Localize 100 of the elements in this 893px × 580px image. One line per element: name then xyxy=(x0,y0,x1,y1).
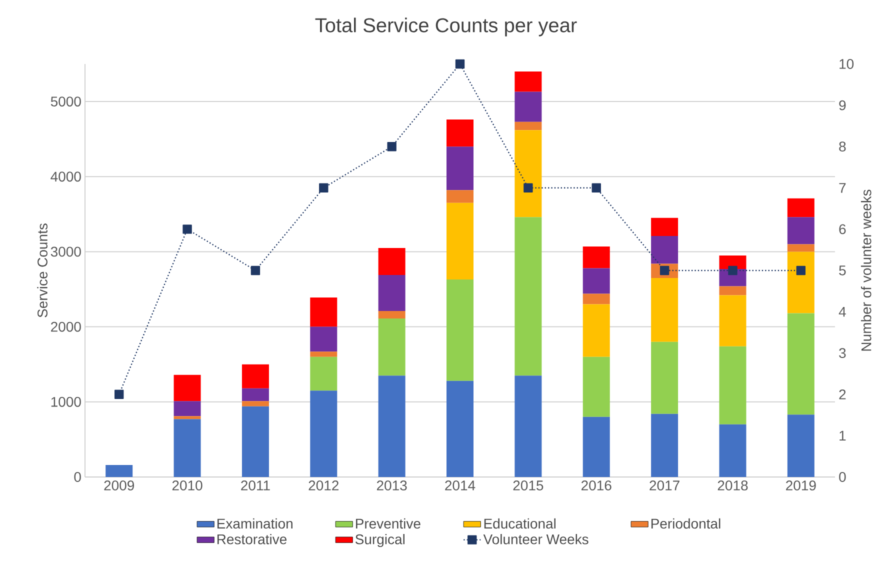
bar xyxy=(310,390,338,477)
bar xyxy=(310,356,338,391)
bar xyxy=(514,72,542,92)
bar xyxy=(174,374,201,402)
bar xyxy=(174,419,201,477)
bar xyxy=(446,380,474,477)
y2-tick-label: 0 xyxy=(839,472,846,482)
y2-tick-label: 4 xyxy=(838,306,846,317)
y2-tick-label: 1 xyxy=(840,430,846,440)
bar xyxy=(378,318,406,376)
legend-label: Restorative xyxy=(217,534,287,544)
y-tick-label: 5000 xyxy=(50,96,81,106)
x-tick-label: 2017 xyxy=(650,480,680,490)
bar xyxy=(582,294,610,304)
bar xyxy=(787,414,814,477)
x-tick-label: 2012 xyxy=(308,480,339,490)
y2-tick-label: 8 xyxy=(839,142,846,152)
y-tick-label: 3000 xyxy=(50,246,81,257)
bar xyxy=(719,346,746,424)
bar xyxy=(582,246,610,268)
bar xyxy=(446,190,474,203)
point xyxy=(319,183,328,192)
bar xyxy=(378,376,406,477)
bar xyxy=(446,146,474,190)
bar xyxy=(651,414,678,477)
bar xyxy=(582,268,610,294)
bar xyxy=(378,248,406,275)
bar xyxy=(582,356,610,417)
bar xyxy=(106,464,133,477)
bar xyxy=(242,388,269,402)
y-tick-label: 0 xyxy=(74,472,81,482)
point xyxy=(592,183,601,192)
x-tick-label: 2010 xyxy=(172,480,202,490)
y2-tick-label: 9 xyxy=(839,100,846,110)
bar xyxy=(446,280,474,381)
point xyxy=(728,266,738,276)
x-tick-label: 2011 xyxy=(241,480,270,490)
bar xyxy=(651,278,678,342)
bar xyxy=(514,92,542,122)
point xyxy=(387,142,396,152)
legend-label: Educational xyxy=(484,518,556,529)
bar xyxy=(651,218,678,236)
x-tick-label: 2016 xyxy=(582,480,612,490)
bar xyxy=(242,364,269,388)
bar xyxy=(719,295,746,346)
bar xyxy=(514,122,542,130)
y-axis-title: Service Counts xyxy=(37,224,48,318)
legend-label: Surgical xyxy=(355,534,404,548)
bar xyxy=(719,255,746,269)
bar xyxy=(514,130,542,218)
y2-tick-label: 5 xyxy=(839,266,846,276)
bar xyxy=(378,311,406,319)
x-tick-label: 2015 xyxy=(513,480,544,490)
bar xyxy=(719,286,746,296)
bar xyxy=(174,401,201,416)
bar xyxy=(787,252,814,314)
x-tick-label: 2013 xyxy=(376,480,407,490)
legend-label: Examination xyxy=(217,518,292,529)
point xyxy=(114,390,124,399)
bar xyxy=(719,424,746,477)
bar xyxy=(378,275,406,312)
bar xyxy=(446,120,474,147)
bar xyxy=(514,217,542,376)
x-tick-label: 2019 xyxy=(786,480,816,490)
y-tick-label: 2000 xyxy=(51,322,81,332)
bar xyxy=(582,416,610,477)
legend-label: Volunteer Weeks xyxy=(483,534,588,544)
bar xyxy=(446,202,474,280)
y2-tick-label: 10 xyxy=(840,59,854,69)
bar xyxy=(582,304,610,357)
bar xyxy=(787,244,814,252)
point xyxy=(250,266,260,276)
y2-tick-label: 3 xyxy=(839,348,846,358)
point xyxy=(182,224,192,234)
x-tick-label: 2009 xyxy=(104,480,134,490)
y2-tick-label: 6 xyxy=(839,224,846,234)
x-tick-label: 2014 xyxy=(445,480,476,490)
legend-label: Preventive xyxy=(356,518,420,529)
bar xyxy=(310,326,338,352)
bar xyxy=(651,236,678,264)
y-tick-label: 1000 xyxy=(51,396,81,407)
y2-tick-label: 2 xyxy=(839,389,846,400)
point xyxy=(455,59,465,69)
x-tick-label: 2018 xyxy=(718,480,748,490)
chart-title: Total Service Counts per year xyxy=(315,18,577,36)
bar xyxy=(242,406,269,477)
legend-label: Periodontal xyxy=(651,518,720,529)
bar xyxy=(310,352,338,357)
bar xyxy=(787,313,814,415)
point xyxy=(796,266,806,276)
y-tick-label: 4000 xyxy=(50,172,81,182)
bar xyxy=(514,376,542,477)
bar xyxy=(787,217,814,244)
y2-axis-title: Number of volunter weeks xyxy=(860,190,872,351)
bar xyxy=(174,416,201,420)
y2-tick-label: 7 xyxy=(839,183,846,193)
bar xyxy=(310,298,338,327)
point xyxy=(524,183,533,192)
bar xyxy=(787,198,814,218)
bar xyxy=(651,342,678,414)
